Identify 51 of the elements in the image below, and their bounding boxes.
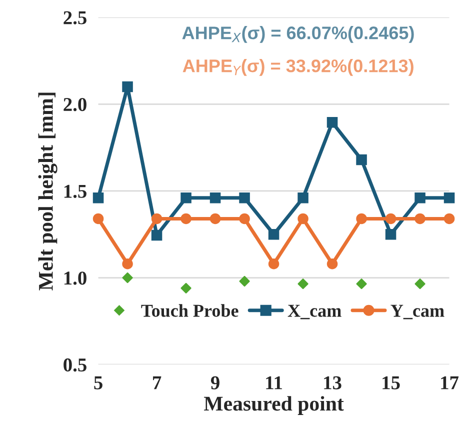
x-tick-label: 17 bbox=[441, 376, 459, 390]
point bbox=[356, 154, 367, 166]
y-tick-label: 2.0 bbox=[64, 98, 86, 112]
annotation: AHPE$_{Y}$(σ) = 33.92%(0.1213) bbox=[182, 59, 414, 76]
point bbox=[122, 258, 133, 270]
x-tick-label: 9 bbox=[210, 376, 220, 390]
point bbox=[356, 278, 367, 290]
point bbox=[180, 213, 192, 224]
y-tick-label: 1.5 bbox=[64, 184, 86, 198]
point bbox=[444, 192, 455, 204]
point bbox=[210, 192, 221, 204]
point bbox=[268, 228, 280, 240]
point bbox=[239, 276, 250, 287]
point bbox=[385, 228, 396, 240]
y-tick-label: 0.5 bbox=[64, 358, 86, 372]
point bbox=[298, 213, 308, 224]
x-tick-label: 5 bbox=[94, 376, 102, 390]
y-axis-title: Melt pool height [mm] bbox=[38, 92, 58, 290]
point bbox=[239, 213, 250, 224]
point bbox=[356, 213, 367, 224]
point bbox=[298, 192, 308, 204]
legend-label: Y_cam bbox=[390, 304, 444, 320]
point bbox=[151, 213, 162, 224]
point bbox=[210, 213, 221, 224]
point bbox=[122, 272, 133, 284]
legend-label: X_cam bbox=[288, 304, 342, 320]
point bbox=[180, 282, 192, 294]
point bbox=[326, 117, 338, 128]
point bbox=[122, 81, 133, 92]
legend-label: Touch Probe bbox=[141, 304, 238, 317]
point bbox=[444, 213, 455, 224]
point bbox=[326, 258, 338, 270]
point bbox=[239, 192, 250, 204]
point bbox=[414, 213, 426, 224]
point bbox=[414, 192, 426, 204]
x-tick-label: 13 bbox=[324, 376, 342, 390]
x-tick-label: 11 bbox=[266, 376, 282, 390]
y-tick-label: 2.5 bbox=[64, 11, 86, 24]
y-tick-label: 1.0 bbox=[64, 272, 86, 285]
point bbox=[151, 230, 162, 241]
point bbox=[298, 278, 308, 290]
point bbox=[385, 213, 396, 224]
x-axis-title: Measured point bbox=[204, 396, 344, 415]
x-tick-label: 7 bbox=[153, 376, 162, 390]
point bbox=[92, 213, 104, 224]
point bbox=[268, 258, 280, 270]
x-tick-label: 15 bbox=[382, 376, 400, 390]
annotation: AHPE$_{X}$(σ) = 66.07%(0.2465) bbox=[182, 26, 414, 43]
point bbox=[414, 278, 426, 290]
point bbox=[92, 192, 104, 204]
point bbox=[180, 192, 192, 204]
